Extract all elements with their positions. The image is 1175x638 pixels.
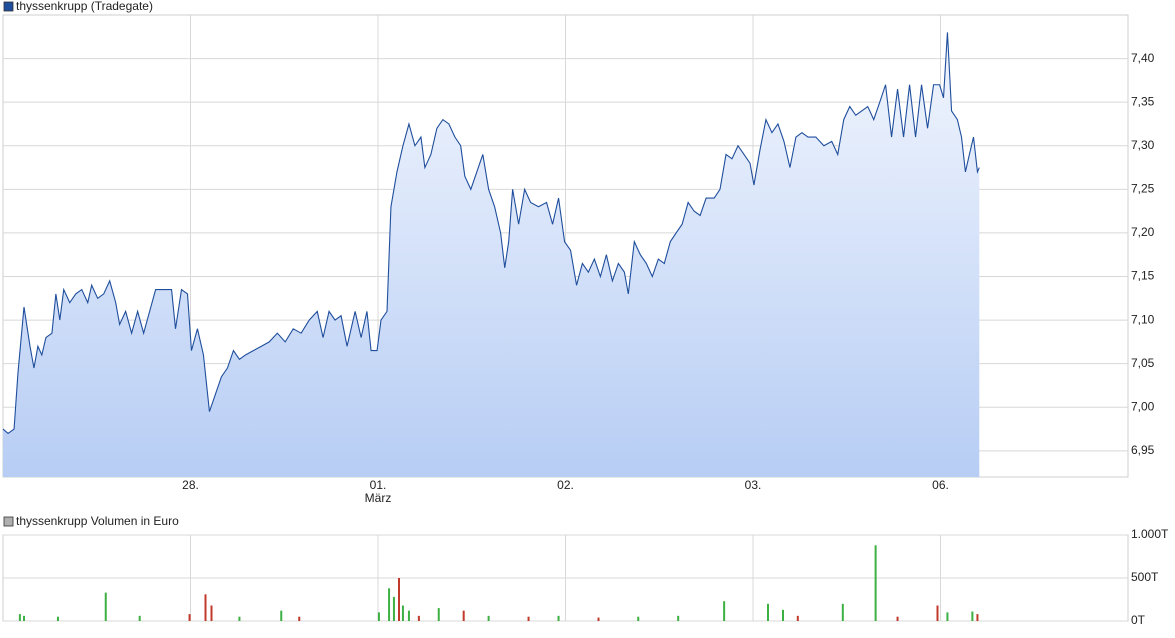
volume-bar	[388, 588, 391, 621]
volume-bar	[417, 615, 420, 621]
price-line	[2, 32, 980, 435]
volume-bar	[637, 616, 640, 621]
x-tick-label: 01.	[370, 478, 387, 492]
volume-bar	[767, 603, 769, 621]
volume-bar	[401, 605, 404, 621]
volume-bar	[796, 615, 799, 621]
x-tick-label: 28.	[182, 478, 199, 492]
volume-bar	[874, 545, 877, 621]
y-tick-label: 1.000T	[1131, 527, 1169, 541]
y-tick-label: 7,10	[1131, 312, 1155, 326]
volume-bar	[437, 608, 440, 621]
volume-bar	[487, 615, 490, 621]
y-tick-label: 0T	[1131, 613, 1146, 627]
volume-bar	[377, 612, 380, 621]
volume-bar	[527, 616, 530, 621]
price-area	[3, 32, 980, 478]
volume-bar	[936, 605, 939, 621]
y-tick-label: 6,95	[1131, 443, 1155, 457]
volume-bar	[392, 596, 395, 621]
volume-bar	[204, 594, 207, 621]
y-tick-label: 7,20	[1131, 225, 1155, 239]
volume-bar	[971, 611, 974, 621]
y-tick-label: 7,25	[1131, 182, 1155, 196]
y-tick-label: 7,05	[1131, 356, 1155, 370]
y-tick-label: 7,30	[1131, 138, 1155, 152]
x-tick-label: 06.	[932, 478, 949, 492]
volume-bar	[976, 614, 979, 621]
volume-bar	[407, 610, 410, 621]
x-tick-label: 02.	[557, 478, 574, 492]
volume-bar	[210, 605, 213, 621]
volume-bar	[462, 610, 465, 621]
legend-swatch	[3, 1, 14, 12]
legend-swatch	[3, 516, 14, 527]
y-tick-label: 7,00	[1131, 399, 1155, 413]
volume-bar	[896, 616, 899, 621]
y-tick-label: 500T	[1131, 570, 1159, 584]
volume-bar	[946, 612, 949, 621]
volume-bar	[18, 614, 21, 621]
volume-bar	[841, 603, 844, 621]
volume-bar	[138, 615, 141, 621]
volume-bar	[104, 592, 107, 621]
volume-bar	[280, 610, 283, 621]
y-tick-label: 7,35	[1131, 94, 1155, 108]
legend-label: thyssenkrupp Volumen in Euro	[16, 514, 179, 528]
volume-bar	[782, 609, 784, 621]
volume-bar	[597, 617, 600, 621]
volume-bar	[56, 616, 59, 621]
volume-bar	[398, 578, 400, 621]
volume-bar	[298, 616, 301, 621]
month-label: März	[365, 491, 392, 505]
y-tick-label: 7,40	[1131, 51, 1155, 65]
y-tick-label: 7,15	[1131, 269, 1155, 283]
legend-label: thyssenkrupp (Tradegate)	[16, 0, 153, 13]
volume-bar	[238, 616, 241, 621]
volume-bar	[723, 601, 726, 621]
x-tick-label: 03.	[745, 478, 762, 492]
volume-bar	[677, 615, 680, 621]
volume-bar	[188, 614, 191, 621]
volume-bar	[557, 615, 560, 621]
volume-bar	[23, 615, 25, 621]
